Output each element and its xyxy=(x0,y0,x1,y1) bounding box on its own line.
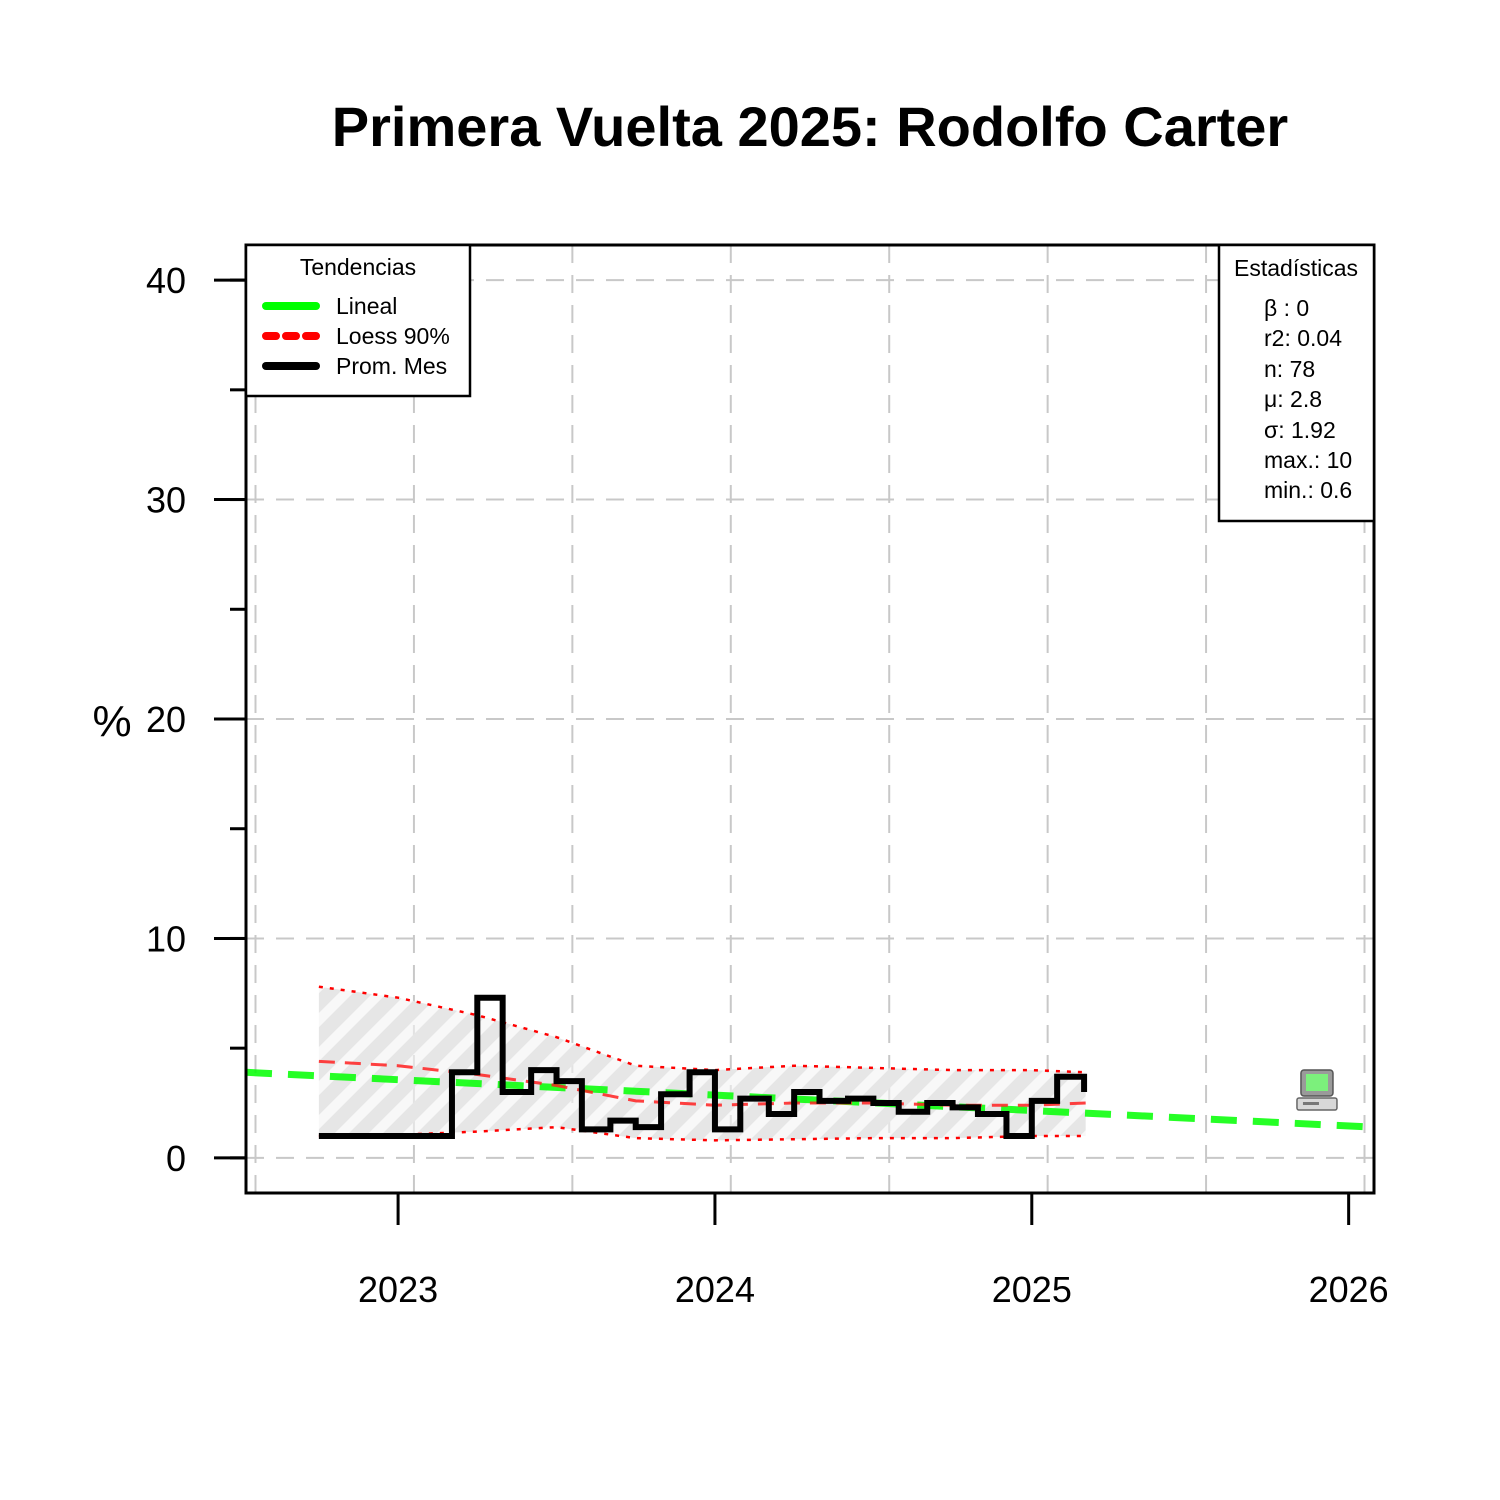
stats-line-r2: r2: 0.04 xyxy=(1264,325,1342,351)
computer-icon xyxy=(1296,1069,1338,1111)
legend-label-loess: Loess 90% xyxy=(336,323,450,349)
y-tick-label-40: 40 xyxy=(146,260,186,301)
computer-screen xyxy=(1305,1074,1328,1091)
stats-line-max: max.: 10 xyxy=(1264,447,1352,473)
stats-line-min: min.: 0.6 xyxy=(1264,477,1352,503)
lineal-trend-line xyxy=(245,1068,1375,1131)
stats-line-mu: μ: 2.8 xyxy=(1264,386,1322,412)
loess-band xyxy=(318,986,1086,1141)
x-axis: 2023 2024 2025 2026 xyxy=(358,1193,1389,1310)
prom-mes-step-line xyxy=(318,994,1088,1139)
stats-line-beta: β : 0 xyxy=(1264,295,1309,321)
legend-title: Tendencias xyxy=(300,254,416,280)
y-tick-label-30: 30 xyxy=(146,480,186,521)
y-tick-label-20: 20 xyxy=(146,699,186,740)
x-tick-label-2024: 2024 xyxy=(675,1269,755,1310)
legend: Tendencias Lineal Loess 90% Prom. Mes xyxy=(244,243,472,398)
stats-line-sigma: σ: 1.92 xyxy=(1264,417,1336,443)
chart-title: Primera Vuelta 2025: Rodolfo Carter xyxy=(332,95,1288,158)
stats-line-n: n: 78 xyxy=(1264,356,1315,382)
computer-slot xyxy=(1302,1102,1319,1105)
series xyxy=(245,985,1375,1142)
y-tick-label-10: 10 xyxy=(146,918,186,959)
legend-label-prom-mes: Prom. Mes xyxy=(336,353,447,379)
y-axis-label: % xyxy=(92,697,131,746)
y-tick-label-0: 0 xyxy=(166,1138,186,1179)
y-axis: 0 10 20 30 40 xyxy=(146,260,246,1179)
x-tick-label-2025: 2025 xyxy=(992,1269,1072,1310)
legend-box xyxy=(244,243,472,398)
loess-upper-line xyxy=(318,985,1086,1074)
stats-box: Estadísticas β : 0 r2: 0.04 n: 78 μ: 2.8… xyxy=(1217,243,1376,523)
legend-label-lineal: Lineal xyxy=(336,293,397,319)
stats-title: Estadísticas xyxy=(1234,255,1358,281)
stats-box-frame xyxy=(1217,243,1376,523)
x-tick-label-2023: 2023 xyxy=(358,1269,438,1310)
x-tick-label-2026: 2026 xyxy=(1309,1269,1389,1310)
